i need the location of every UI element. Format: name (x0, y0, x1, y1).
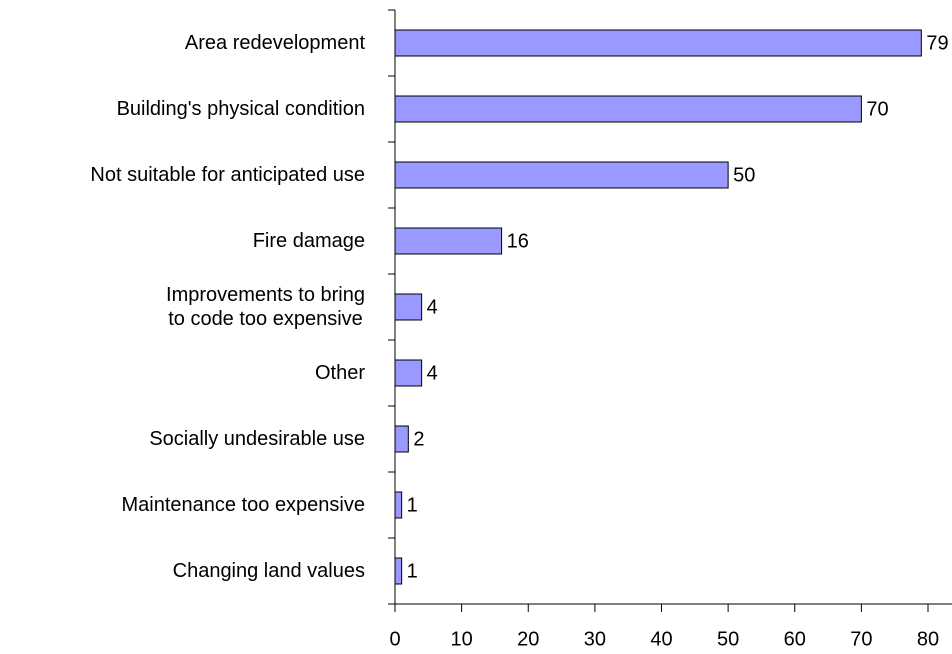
category-label: Fire damage (252, 230, 365, 252)
bar (394, 161, 729, 189)
bar (394, 557, 403, 585)
bar (394, 29, 922, 57)
value-label: 16 (507, 230, 529, 252)
value-label: 2 (413, 428, 424, 450)
x-tick-label: 20 (517, 628, 539, 650)
x-tick-label: 0 (389, 628, 400, 650)
bar (394, 95, 862, 123)
value-label: 70 (866, 98, 888, 120)
category-label: Building's physical condition (116, 98, 365, 120)
x-tick-label: 60 (784, 628, 806, 650)
bar (394, 293, 423, 321)
value-label: 50 (733, 164, 755, 186)
value-label: 4 (427, 296, 438, 318)
category-label: Maintenance too expensive (121, 494, 366, 516)
x-tick-label: 80 (917, 628, 939, 650)
category-label: Improvements to bring to code too expens… (166, 284, 365, 330)
bar (394, 491, 403, 519)
value-label: 4 (427, 362, 438, 384)
category-label: Changing land values (172, 560, 365, 582)
bar (394, 359, 423, 387)
x-tick-label: 40 (650, 628, 672, 650)
bar (394, 425, 409, 453)
bar (394, 227, 503, 255)
x-tick-label: 10 (451, 628, 473, 650)
category-label: Other (314, 362, 365, 384)
value-label: 1 (407, 494, 418, 516)
value-label: 79 (926, 32, 948, 54)
category-label: Not suitable for anticipated use (90, 164, 365, 186)
x-tick-label: 30 (584, 628, 606, 650)
value-label: 1 (407, 560, 418, 582)
category-label: Socially undesirable use (149, 428, 365, 450)
x-tick-label: 50 (717, 628, 739, 650)
category-label: Area redevelopment (184, 32, 365, 54)
x-tick-label: 70 (850, 628, 872, 650)
